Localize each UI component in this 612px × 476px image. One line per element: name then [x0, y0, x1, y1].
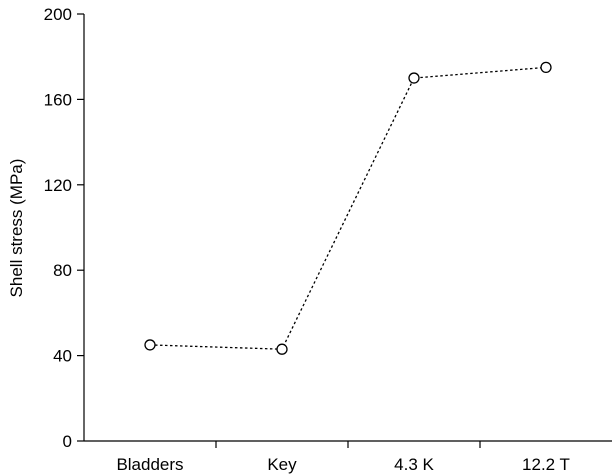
- y-tick-label: 0: [63, 432, 72, 451]
- series-line: [149, 66, 547, 350]
- data-point: [408, 72, 420, 84]
- x-tick-label: Key: [267, 455, 297, 474]
- series-group: [144, 61, 552, 355]
- x-tick-label: 12.2 T: [522, 455, 570, 474]
- x-axis-ticks: Bladders Key 4.3 K 12.2 T: [116, 441, 570, 474]
- y-tick-label: 160: [44, 90, 72, 109]
- x-tick-label: Bladders: [116, 455, 183, 474]
- y-tick-label: 40: [53, 347, 72, 366]
- y-tick-label: 200: [44, 5, 72, 24]
- x-tick-label: 4.3 K: [394, 455, 434, 474]
- y-axis-title: Shell stress (MPa): [7, 159, 26, 298]
- data-point: [144, 339, 156, 351]
- data-point: [276, 343, 288, 355]
- y-tick-label: 120: [44, 176, 72, 195]
- data-point: [540, 61, 552, 74]
- y-axis-ticks: 0 40 80 120 160 200: [44, 5, 84, 451]
- y-tick-label: 80: [53, 261, 72, 280]
